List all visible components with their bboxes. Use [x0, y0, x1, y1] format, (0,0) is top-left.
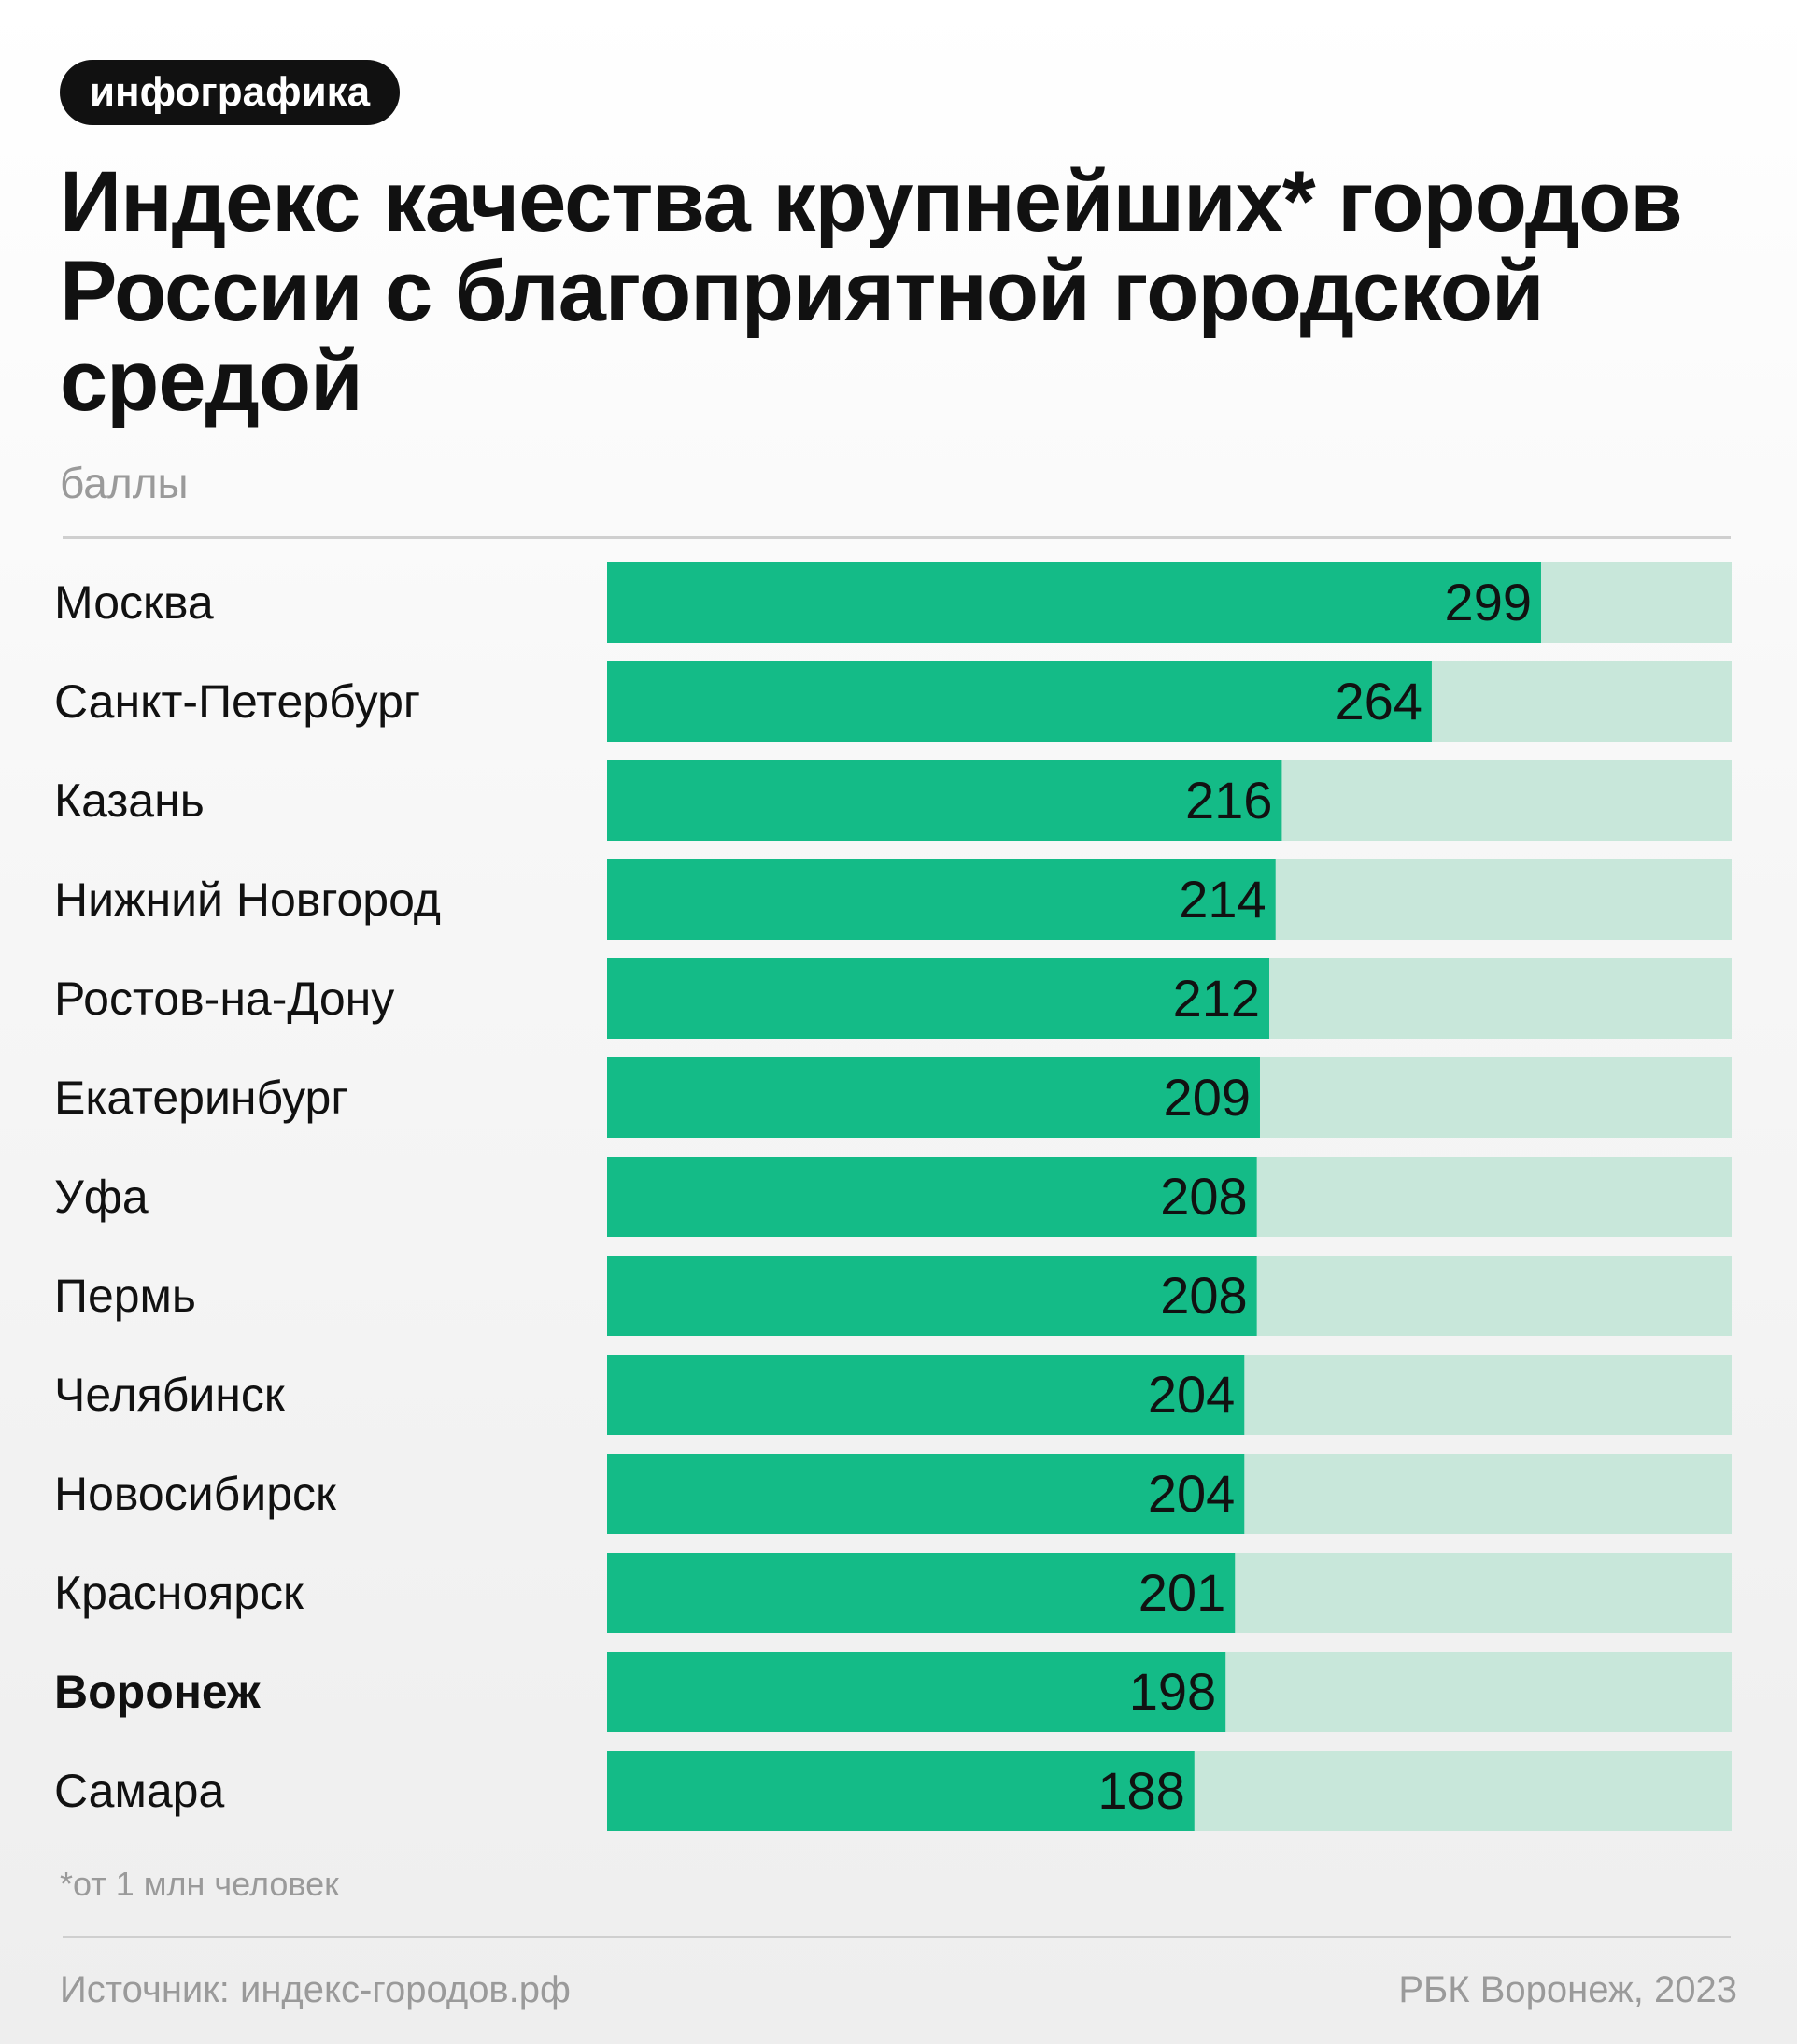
- data-label: 299: [1445, 573, 1532, 632]
- category-label: Пермь: [54, 1270, 196, 1322]
- category-label: Самара: [54, 1765, 224, 1817]
- category-badge: инфографика: [60, 60, 401, 125]
- bar: [607, 1751, 1195, 1831]
- bar: [607, 1157, 1257, 1237]
- category-label: Екатеринбург: [54, 1072, 348, 1124]
- data-label: 264: [1335, 672, 1422, 731]
- source-note: Источник: индекс-городов.рф: [60, 1969, 571, 2010]
- bar: [607, 1256, 1257, 1336]
- bar: [607, 958, 1270, 1039]
- bar: [607, 1553, 1236, 1633]
- bar: [607, 1652, 1226, 1732]
- bottom-divider: [63, 1936, 1731, 1938]
- data-label: 216: [1185, 771, 1272, 830]
- credit-note: РБК Воронеж, 2023: [1398, 1969, 1737, 2010]
- category-label: Нижний Новгород: [54, 873, 441, 926]
- category-label: Новосибирск: [54, 1468, 337, 1520]
- bar: [607, 562, 1541, 643]
- category-label: Воронеж: [54, 1666, 261, 1718]
- bar: [607, 760, 1282, 841]
- category-label: Красноярск: [54, 1567, 304, 1619]
- data-label: 188: [1097, 1761, 1184, 1820]
- footnote: *от 1 млн человек: [60, 1865, 339, 1903]
- bar: [607, 661, 1432, 742]
- bar: [607, 1454, 1245, 1534]
- bar: [607, 1057, 1260, 1138]
- data-label: 204: [1148, 1464, 1235, 1523]
- units-label: баллы: [60, 459, 189, 507]
- data-label: 198: [1129, 1662, 1216, 1721]
- data-label: 204: [1148, 1365, 1235, 1424]
- data-label: 208: [1160, 1266, 1247, 1325]
- data-label: 209: [1164, 1068, 1251, 1127]
- category-label: Ростов-на-Дону: [54, 972, 394, 1025]
- category-label: Казань: [54, 774, 205, 827]
- category-label: Москва: [54, 576, 214, 629]
- category-label: Санкт-Петербург: [54, 675, 420, 728]
- category-label: Челябинск: [54, 1369, 286, 1421]
- bar: [607, 1355, 1245, 1435]
- chart-title: Индекс качества крупнейших* городов Росс…: [60, 154, 1683, 429]
- bar: [607, 859, 1276, 940]
- data-label: 212: [1173, 969, 1260, 1028]
- bar-chart: Москва 299 Санкт-Петербург 264 Казань 216 Нижн…: [54, 562, 1732, 1831]
- data-label: 208: [1160, 1167, 1247, 1226]
- top-divider: [63, 536, 1731, 539]
- category-label: Уфа: [54, 1171, 149, 1223]
- data-label: 201: [1139, 1563, 1225, 1622]
- data-label: 214: [1179, 870, 1266, 929]
